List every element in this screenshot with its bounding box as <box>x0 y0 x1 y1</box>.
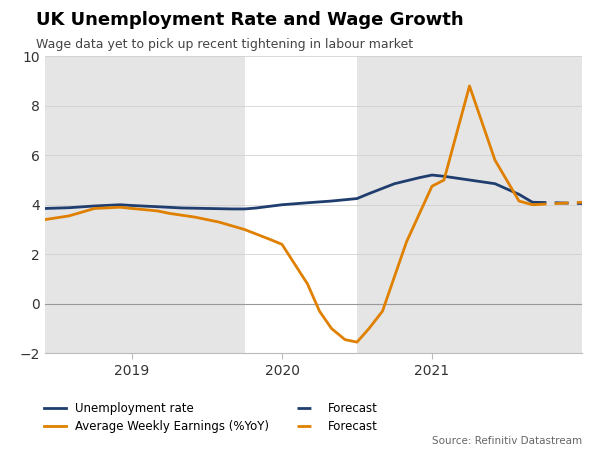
Text: UK Unemployment Rate and Wage Growth: UK Unemployment Rate and Wage Growth <box>36 11 464 29</box>
Bar <box>45 56 245 353</box>
Legend: Forecast, Forecast: Forecast, Forecast <box>292 398 382 438</box>
Bar <box>357 56 582 353</box>
Text: Source: Refinitiv Datastream: Source: Refinitiv Datastream <box>432 436 582 446</box>
Text: Wage data yet to pick up recent tightening in labour market: Wage data yet to pick up recent tighteni… <box>36 38 413 51</box>
